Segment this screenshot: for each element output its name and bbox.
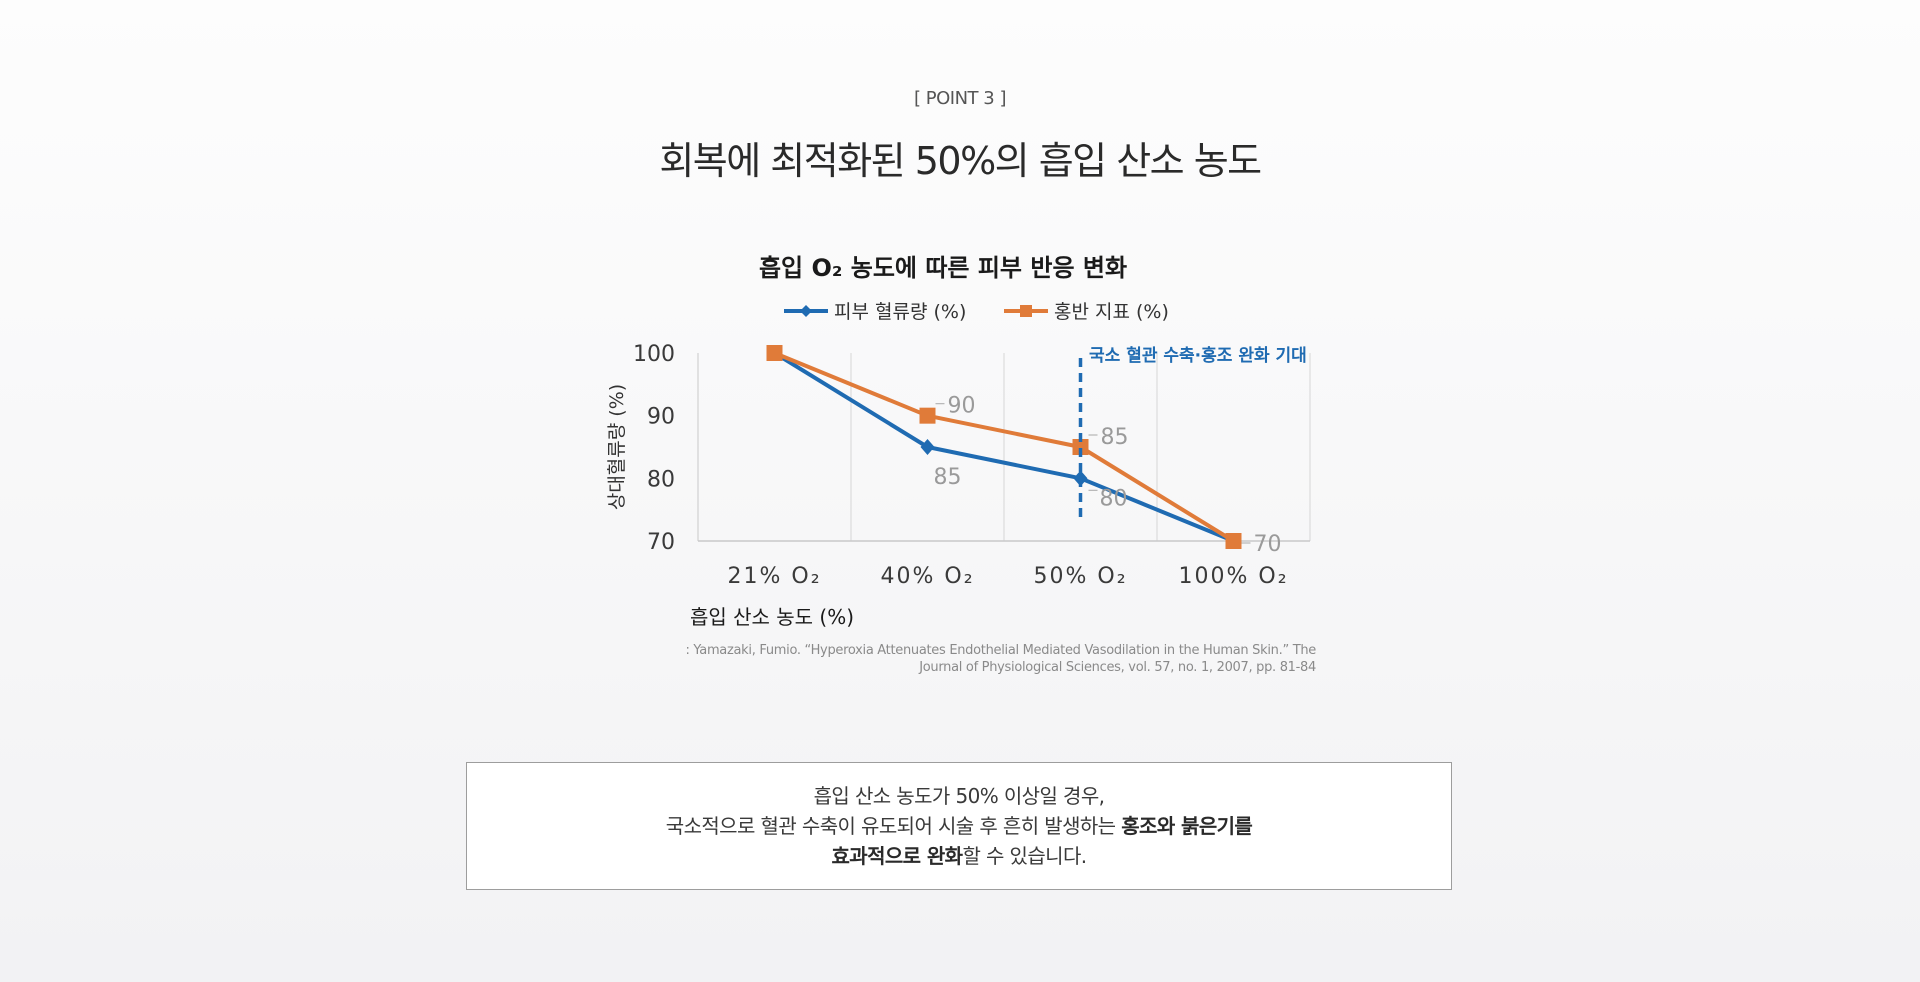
note-line-2: 국소적으로 혈관 수축이 유도되어 시술 후 흔히 발생하는 홍조와 붉은기를: [467, 811, 1451, 841]
y-tick-label-80: 80: [647, 467, 675, 492]
series-line-1: [773, 351, 1235, 543]
y-tick-label-90: 90: [647, 405, 675, 430]
y-tick-label-70: 70: [647, 530, 675, 555]
note-line-2-emphasis: 홍조와 붉은기를: [1121, 814, 1253, 838]
y-tick-label-100: 100: [633, 342, 675, 367]
legend-marker-2: [1020, 305, 1032, 317]
legend-label-1: 피부 혈류량 (%): [834, 301, 966, 323]
data-label-s2-2: 90: [948, 394, 976, 419]
series-2-point-4: [1225, 533, 1242, 549]
legend-marker-1: [800, 305, 812, 317]
series-1-point-2: [920, 439, 935, 455]
note-line-1: 흡입 산소 농도가 50% 이상일 경우,: [813, 784, 1105, 808]
summary-note-box: 흡입 산소 농도가 50% 이상일 경우, 국소적으로 혈관 수축이 유도되어 …: [466, 762, 1452, 890]
data-label-s2-4: 70: [1254, 532, 1282, 557]
note-line-3-emphasis: 효과적으로 완화: [831, 844, 963, 868]
series-2-point-2: [919, 407, 936, 424]
page-headline: 회복에 최적화된 50%의 흡입 산소 농도: [659, 139, 1262, 183]
x-tick-label-1: 21% O₂: [727, 564, 821, 589]
source-line-1: : Yamazaki, Fumio. “Hyperoxia Attenuates…: [685, 643, 1317, 658]
x-axis-title: 흡입 산소 농도 (%): [690, 605, 854, 629]
point-label: [ POINT 3 ]: [914, 88, 1006, 109]
series-2-point-1: [766, 345, 783, 361]
source-citation: : Yamazaki, Fumio. “Hyperoxia Attenuates…: [660, 642, 1317, 676]
source-line-2: Journal of Physiological Sciences, vol. …: [919, 660, 1316, 675]
note-line-3-text: 할 수 있습니다.: [962, 844, 1087, 868]
x-tick-label-4: 100% O₂: [1178, 564, 1288, 589]
series-line-2: [773, 351, 1235, 543]
data-label-s1-3: 80: [1100, 486, 1128, 511]
data-label-s1-2: 85: [934, 465, 962, 490]
y-axis-title: 상대혈류량 (%): [606, 384, 628, 510]
annotation-text: 국소 혈관 수축·홍조 완화 기대: [1089, 345, 1307, 366]
legend-label-2: 홍반 지표 (%): [1054, 301, 1169, 323]
chart-title: 흡입 O₂ 농도에 따른 피부 반응 변화: [759, 254, 1127, 282]
note-line-2-text: 국소적으로 혈관 수축이 유도되어 시술 후 흔히 발생하는: [665, 814, 1122, 838]
x-tick-label-2: 40% O₂: [880, 564, 974, 589]
note-line-3: 효과적으로 완화할 수 있습니다.: [467, 841, 1451, 871]
data-label-s2-3: 85: [1101, 425, 1129, 450]
x-tick-label-3: 50% O₂: [1033, 564, 1127, 589]
series-2-point-3: [1072, 439, 1089, 455]
